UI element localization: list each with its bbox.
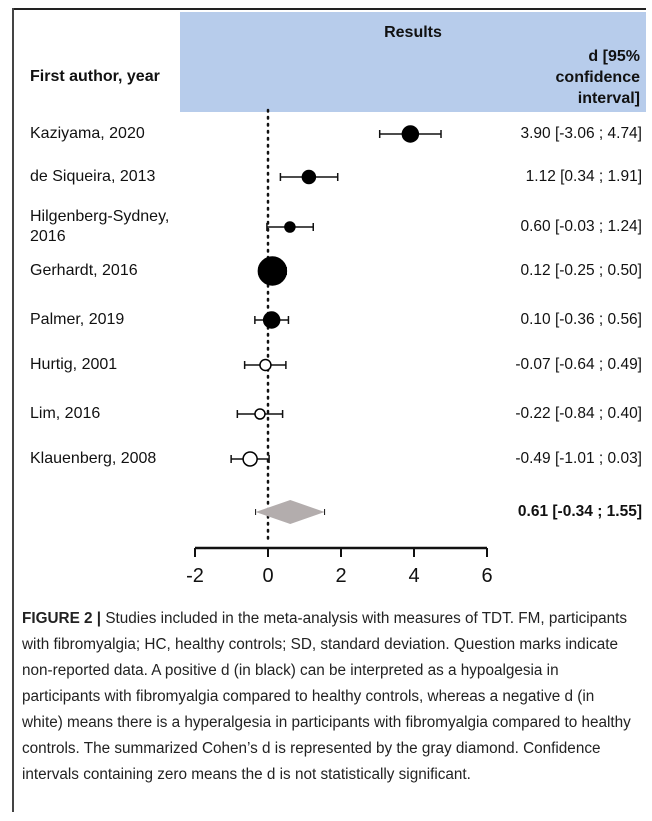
effect-point-filled xyxy=(401,125,420,143)
study-d-value: -0.49 [-1.01 ; 0.03] xyxy=(515,450,642,467)
effect-point-filled xyxy=(262,311,281,329)
study-d-value: 1.12 [0.34 ; 1.91] xyxy=(525,168,642,185)
first-author-header: First author, year xyxy=(30,68,160,85)
figure-caption: FIGURE 2 | Studies included in the meta-… xyxy=(22,606,638,788)
study-label: Klauenberg, 2008 xyxy=(30,450,157,467)
x-tick-label: 0 xyxy=(262,565,273,587)
study-label: Gerhardt, 2016 xyxy=(30,262,138,279)
caption-text: Studies included in the meta-analysis wi… xyxy=(22,610,631,783)
frame-left-border xyxy=(12,8,14,812)
caption-label: FIGURE 2 | xyxy=(22,610,102,627)
results-header-band xyxy=(180,12,646,112)
study-d-value: 0.12 [-0.25 ; 0.50] xyxy=(520,262,642,279)
summary-diamond xyxy=(255,500,325,524)
d-ci-header: d [95% confidence interval] xyxy=(555,48,640,107)
study-label: Palmer, 2019 xyxy=(30,311,125,328)
study-d-value: -0.07 [-0.64 ; 0.49] xyxy=(515,356,642,373)
x-tick-label: 2 xyxy=(335,565,346,587)
effect-point-open xyxy=(259,358,272,372)
effect-point-filled xyxy=(257,256,288,286)
study-label: Kaziyama, 2020 xyxy=(30,125,145,142)
study-label: Hurtig, 2001 xyxy=(30,356,118,373)
study-d-value: 0.60 [-0.03 ; 1.24] xyxy=(520,218,642,235)
study-label: de Siqueira, 2013 xyxy=(30,168,156,185)
x-tick-label: -2 xyxy=(186,565,204,587)
effect-point-filled xyxy=(284,221,296,233)
forest-plot: -2 0 2 4 6 xyxy=(186,108,493,587)
results-title: Results xyxy=(384,24,442,41)
study-d-value: -0.22 [-0.84 ; 0.40] xyxy=(515,405,642,422)
study-label: Hilgenberg-Sydney, 2016 xyxy=(30,208,170,245)
x-tick-label: 6 xyxy=(481,565,492,587)
summary-d-value: 0.61 [-0.34 ; 1.55] xyxy=(517,503,642,520)
study-d-value: 3.90 [-3.06 ; 4.74] xyxy=(520,125,642,142)
study-d-value: 0.10 [-0.36 ; 0.56] xyxy=(520,311,642,328)
study-label: Lim, 2016 xyxy=(30,405,101,422)
x-tick-label: 4 xyxy=(408,565,419,587)
effect-point-open xyxy=(254,408,266,420)
frame-top-border xyxy=(12,8,646,10)
effect-point-open xyxy=(242,451,258,467)
effect-point-filled xyxy=(301,169,317,185)
